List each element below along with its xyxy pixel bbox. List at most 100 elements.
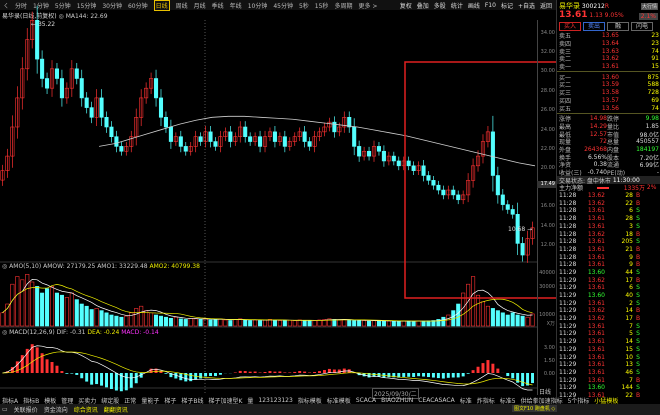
period-tab[interactable]: 15秒 xyxy=(314,2,329,10)
kline-chart[interactable] xyxy=(0,0,556,396)
buy-button[interactable]: 买入 xyxy=(559,22,581,31)
period-tab[interactable]: 更多 > xyxy=(358,2,378,10)
candle-body xyxy=(158,97,164,118)
period-tab[interactable]: 5秒 xyxy=(298,2,309,10)
stat-label: 外盘 xyxy=(559,146,572,154)
toolbar-button[interactable]: +自选 xyxy=(517,2,535,10)
toolbar-button[interactable]: 叠加 xyxy=(416,2,429,10)
indicator-tab[interactable]: 量 xyxy=(247,397,254,405)
period-tab[interactable]: 30分钟 xyxy=(102,2,122,10)
bottom-tab[interactable]: 翻翻资讯 xyxy=(103,407,128,414)
ma144-line xyxy=(99,115,536,167)
f10-link[interactable]: 图文F10 跑盘机 ◇ xyxy=(512,405,558,412)
stats-row: 换手 6.56% 股本 7.20亿 xyxy=(557,153,660,162)
price-axis-label: 16.00 xyxy=(540,203,555,209)
indicator-tab[interactable]: BIAOZHUN xyxy=(381,396,414,404)
period-tab[interactable]: 5分钟 xyxy=(54,2,71,10)
indicator-tab[interactable]: 指标A xyxy=(2,397,19,405)
orderbook-row[interactable]: 卖五 13.65 23 xyxy=(557,32,660,40)
period-tab[interactable]: 60分钟 xyxy=(127,2,148,10)
candle-body xyxy=(54,68,60,79)
period-tab[interactable]: 周线 xyxy=(175,2,188,10)
stat-value: 450557 xyxy=(636,138,659,146)
orderbook-row[interactable]: 卖四 13.64 23 xyxy=(557,40,660,48)
indicator-tab[interactable]: 量能子 xyxy=(141,397,160,405)
level-volume: 74 xyxy=(651,47,659,55)
bottom-tab[interactable]: 综合资讯 xyxy=(73,407,98,414)
indicator-tab[interactable]: 梯子B线 xyxy=(181,397,204,405)
stat-value: 14.29 xyxy=(589,122,607,130)
period-tab[interactable]: 分时 xyxy=(15,2,28,10)
orderbook-row[interactable]: 买一 13.60 875 xyxy=(557,73,660,82)
indicator-tab[interactable]: 123123123 xyxy=(258,396,293,404)
period-tab[interactable]: 日线 xyxy=(153,0,170,11)
period-tab[interactable]: 1分钟 xyxy=(33,2,49,10)
period-tab[interactable]: ㄑ xyxy=(3,2,10,10)
period-tab[interactable]: 季线 xyxy=(211,2,224,10)
indicator-tab[interactable]: 炸指标 xyxy=(476,397,495,405)
candle-body xyxy=(515,214,520,244)
candle-body xyxy=(223,131,228,138)
flash-button[interactable]: 闪电 xyxy=(631,22,653,31)
orderbook-row[interactable]: 买二 13.59 588 xyxy=(557,81,660,89)
toolbar-button[interactable]: 多股 xyxy=(433,2,446,10)
sell-button[interactable]: 卖出 xyxy=(583,22,605,31)
bottom-tab[interactable]: 关联报价 xyxy=(13,407,38,414)
quote-header: 易华录 300212R 大行情 xyxy=(557,0,660,10)
toolbar-button[interactable]: 统计 xyxy=(450,2,463,10)
tick-volume: 6 xyxy=(629,284,633,292)
price-axis-label: 22.00 xyxy=(540,146,555,152)
orderbook-row[interactable]: 买五 13.56 74 xyxy=(557,104,660,113)
bottom-tab[interactable]: 资金流向 xyxy=(43,407,68,414)
indicator-tab[interactable]: 梯子加速型K xyxy=(208,397,243,405)
indicator-tab[interactable]: 标准 xyxy=(459,397,472,405)
tick-volume: 10 xyxy=(625,353,633,361)
bottom-tab[interactable]: ▭ xyxy=(2,406,8,413)
period-tab[interactable]: 多周期 xyxy=(334,2,353,10)
indicator-tab[interactable]: 供给拳加速指标 xyxy=(520,397,563,405)
candle-body xyxy=(287,141,292,147)
indicator-tab[interactable]: 正常 xyxy=(124,397,137,405)
toolbar-button[interactable]: 复权 xyxy=(399,2,412,10)
tick-volume: 15 xyxy=(625,345,633,353)
indicator-tab[interactable]: 5个指标 xyxy=(567,397,590,405)
margin-button[interactable]: 融 xyxy=(607,22,629,31)
stat-label: 内盘 xyxy=(607,146,620,154)
period-tab[interactable]: 月线 xyxy=(193,2,206,10)
period-tab[interactable]: 45分钟 xyxy=(273,2,293,10)
toolbar-button[interactable]: 画线 xyxy=(467,2,480,10)
orderbook-row[interactable]: 卖一 13.61 15 xyxy=(557,63,660,71)
orderbook-row[interactable]: 买四 13.57 69 xyxy=(557,97,660,105)
indicator-tab[interactable]: 标准5 xyxy=(499,397,516,405)
toolbar-button[interactable]: 返回 xyxy=(539,2,552,10)
candle-body xyxy=(332,121,337,133)
indicator-tab[interactable]: 小猛模板 xyxy=(594,397,619,405)
indicator-tab[interactable]: 梯子 xyxy=(164,397,177,405)
indicator-tabs: 指标A 指标B 模板 管理 买卖力 绑定股 正常 量能子 梯子 梯子B线 梯子加速型K 量 123123… xyxy=(0,396,618,405)
volume-bar xyxy=(391,320,396,327)
period-tab[interactable]: 年线 xyxy=(229,2,242,10)
indicator-tab[interactable]: 标准模板 xyxy=(326,397,351,405)
indicator-tab[interactable]: 模板 xyxy=(44,397,57,405)
indicator-tab[interactable]: 管理 xyxy=(61,397,74,405)
pct-button[interactable]: 2.1% xyxy=(638,13,658,20)
orderbook-row[interactable]: 卖二 13.62 91 xyxy=(557,55,660,63)
indicator-tab[interactable]: 指标模板 xyxy=(297,397,322,405)
indicator-tab[interactable]: 绑定股 xyxy=(101,397,120,405)
orderbook-row[interactable]: 买三 13.58 728 xyxy=(557,89,660,97)
toolbar-button[interactable]: 标记 xyxy=(500,2,513,10)
indicator-tab[interactable]: 指标B xyxy=(23,397,40,405)
tick-list[interactable]: 11:28 13.62 28 B 11:28 13.62 22 B 11:28 13.61 6 S 11… xyxy=(557,192,660,400)
indicator-tab[interactable]: CEACASACA xyxy=(418,396,455,404)
tick-time: 11:28 xyxy=(559,245,577,253)
orderbook-row[interactable]: 卖三 13.63 74 xyxy=(557,47,660,56)
indicator-tab[interactable]: SCACA xyxy=(355,396,377,404)
period-tab[interactable]: 10分钟 xyxy=(247,2,268,10)
period-tab[interactable]: 15分钟 xyxy=(76,2,97,10)
toolbar-button[interactable]: F10 xyxy=(484,1,496,9)
candle-body xyxy=(89,107,94,118)
indicator-tab[interactable]: 买卖力 xyxy=(78,397,97,405)
stat-label: 净资 xyxy=(559,162,572,170)
volume-bar xyxy=(352,320,357,327)
market-button[interactable]: 大行情 xyxy=(640,3,658,10)
